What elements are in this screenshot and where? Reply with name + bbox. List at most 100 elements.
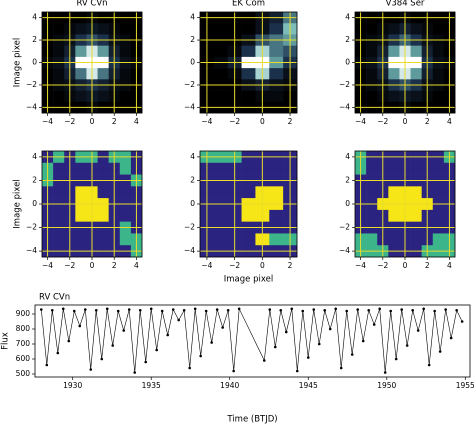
- pixel: [432, 90, 445, 103]
- data-point: [39, 308, 43, 311]
- data-point: [284, 330, 288, 334]
- data-point: [56, 351, 60, 355]
- x-tick-label: 1955: [456, 381, 474, 390]
- data-point: [367, 308, 371, 312]
- pixel: [241, 209, 256, 222]
- pixel: [97, 90, 109, 103]
- pixel: [410, 186, 422, 199]
- data-point: [339, 366, 343, 370]
- pixel: [213, 45, 229, 58]
- data-point: [61, 307, 65, 311]
- data-point: [350, 353, 354, 356]
- data-point: [144, 360, 148, 364]
- chart-title: RV CVn: [76, 0, 107, 9]
- pixel: [269, 162, 284, 175]
- x-tick-label: 2: [288, 261, 293, 270]
- x-tick-label: 0: [260, 117, 265, 126]
- x-tick-label: 0: [90, 117, 95, 126]
- data-point: [323, 308, 327, 312]
- pixel: [410, 90, 422, 103]
- data-point: [210, 341, 213, 344]
- data-point: [306, 356, 310, 359]
- x-tick-label: 4: [134, 261, 139, 270]
- pixel: [366, 23, 378, 35]
- y-tick-label: 0: [345, 58, 350, 67]
- x-tick-label: 2: [425, 117, 430, 126]
- pixel: [119, 233, 132, 246]
- pixel: [213, 233, 229, 246]
- pixel: [53, 90, 65, 103]
- data-point: [111, 344, 115, 347]
- y-tick-label: −2: [339, 80, 350, 89]
- pixel: [53, 68, 65, 80]
- x-tick-label: −4: [42, 261, 53, 270]
- data-point: [72, 309, 76, 313]
- y-tick-label: 0: [190, 58, 195, 67]
- pixel: [388, 45, 400, 58]
- data-point: [182, 308, 186, 312]
- x-tick-label: 0: [403, 261, 408, 270]
- data-point: [138, 308, 142, 312]
- pixel: [410, 23, 422, 35]
- pixel: [53, 45, 65, 58]
- data-point: [133, 371, 137, 374]
- data-point: [383, 371, 387, 374]
- pixel: [432, 162, 445, 175]
- pixel: [97, 233, 109, 246]
- pixel: [388, 209, 400, 222]
- x-tick-label: 0: [90, 261, 95, 270]
- pixel: [97, 162, 109, 175]
- x-tick-label: 4: [447, 117, 452, 126]
- pixel: [388, 68, 400, 80]
- y-tick-label: −2: [26, 80, 37, 89]
- pixel: [119, 186, 132, 199]
- pixel: [97, 209, 109, 222]
- pixel: [366, 233, 378, 246]
- pixel: [213, 209, 229, 222]
- x-tick-label: −2: [64, 261, 75, 270]
- y-axis-label: Image pixel: [13, 38, 23, 87]
- x-tick-label: 1950: [377, 381, 396, 390]
- chart-title: EK Com: [232, 0, 265, 9]
- y-tick-label: −4: [26, 102, 37, 111]
- data-point: [177, 318, 180, 322]
- pixel: [388, 90, 400, 103]
- y-tick-label: −2: [26, 223, 37, 232]
- pixel: [53, 162, 65, 175]
- x-tick-label: 2: [112, 117, 117, 126]
- x-tick-label: 0: [403, 117, 408, 126]
- pixel: [388, 233, 400, 246]
- data-point: [89, 368, 93, 371]
- light-curve: [41, 307, 463, 373]
- data-point: [411, 308, 414, 312]
- pixel: [269, 233, 284, 246]
- x-tick-label: −4: [355, 117, 366, 126]
- pixel: [75, 68, 87, 80]
- y-tick-label: 4: [345, 13, 350, 22]
- data-point: [389, 309, 392, 313]
- pixel: [388, 162, 400, 175]
- y-axis-label: Image pixel: [13, 179, 23, 228]
- x-tick-label: 1935: [142, 381, 161, 390]
- data-point: [83, 308, 87, 311]
- chart-title: V384 Ser: [386, 0, 425, 9]
- pixel: [75, 162, 87, 175]
- y-tick-label: −2: [184, 80, 195, 89]
- y-tick-label: −2: [184, 223, 195, 232]
- data-point: [78, 324, 82, 328]
- data-point: [226, 308, 230, 312]
- pixel: [75, 90, 87, 103]
- pixel: [241, 23, 256, 35]
- pixel: [410, 233, 422, 246]
- data-point: [460, 320, 464, 323]
- data-point: [237, 307, 241, 311]
- pixel: [97, 45, 109, 58]
- x-tick-label: −4: [201, 261, 212, 270]
- y-tick-label: −4: [339, 102, 350, 111]
- x-tick-label: 2: [425, 261, 430, 270]
- y-tick-label: 500: [16, 369, 31, 378]
- y-tick-label: 4: [190, 152, 195, 161]
- y-tick-label: −4: [184, 246, 195, 255]
- data-point: [438, 350, 442, 353]
